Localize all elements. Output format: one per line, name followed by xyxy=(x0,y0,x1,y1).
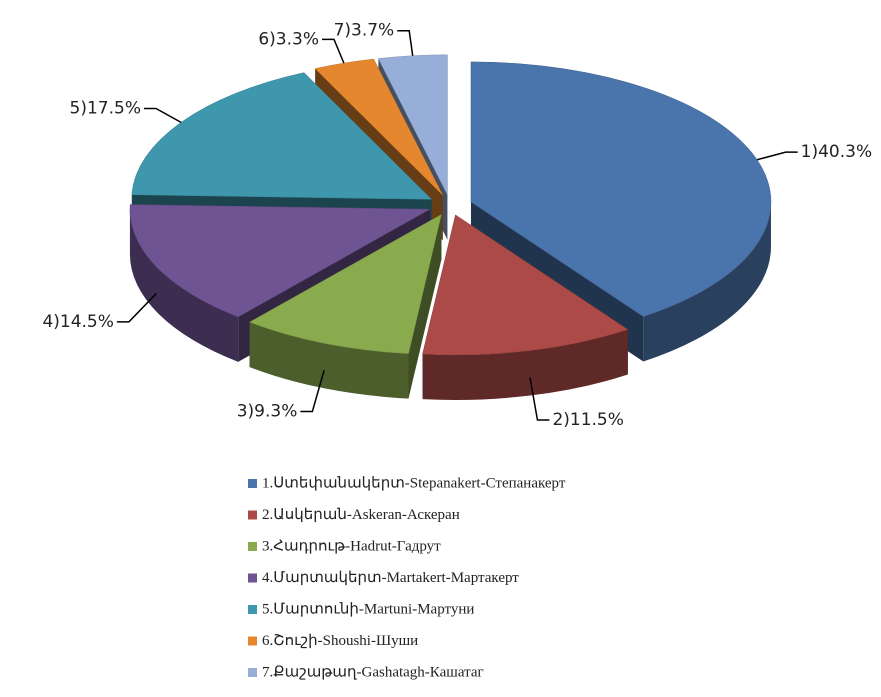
data-label: 7)3.7% xyxy=(334,21,395,41)
legend-swatch xyxy=(248,668,257,677)
leader-line xyxy=(116,293,157,323)
slice-top xyxy=(249,213,442,354)
slice xyxy=(249,213,442,399)
legend-label: 6.Շուշի-Shoushi-Шуши xyxy=(262,633,418,649)
slice-top xyxy=(314,58,443,196)
slice-top xyxy=(131,72,433,200)
slice-top xyxy=(470,61,772,317)
legend-label: 3.Հադրութ-Hadrut-Гадрут xyxy=(262,538,441,554)
legend-swatch xyxy=(248,542,257,551)
slice-wall xyxy=(129,209,239,362)
legend-label: 5.Մարտունի-Martuni-Мартуни xyxy=(262,601,474,617)
data-label: 5)17.5% xyxy=(70,99,141,119)
data-label: 1)40.3% xyxy=(801,142,872,162)
slice-wall xyxy=(643,201,771,362)
data-label: 6)3.3% xyxy=(258,29,319,49)
legend-label: 4.Մարտակերտ-Martakert-Мартакерт xyxy=(262,570,519,586)
leader-line xyxy=(300,370,325,413)
slice-top xyxy=(378,54,448,195)
legend-swatch xyxy=(248,479,257,488)
legend-label: 2.Ասկերան-Askeran-Аскеран xyxy=(262,507,460,523)
legend-swatch xyxy=(248,636,257,646)
leader-line xyxy=(756,151,798,161)
leader-line xyxy=(322,38,345,64)
legend-label: 1.Ստեփանակերտ-Stepanakert-Степанакерт xyxy=(262,475,566,491)
legend-label: 7.Քաշաթաղ-Gashatagh-Кашатаг xyxy=(262,664,484,680)
data-label: 2)11.5% xyxy=(552,410,623,430)
data-label: 3)9.3% xyxy=(237,401,298,421)
slice-wall xyxy=(249,322,409,399)
legend-swatch xyxy=(248,573,257,583)
slice xyxy=(422,214,629,400)
slice-top xyxy=(129,204,431,318)
leader-line xyxy=(397,29,414,56)
data-label: 4)14.5% xyxy=(42,312,113,332)
leader-line xyxy=(143,107,182,124)
legend-swatch xyxy=(248,605,257,614)
leader-line xyxy=(529,377,550,421)
slice-wall xyxy=(422,329,628,400)
slice-top xyxy=(422,214,629,356)
legend-swatch xyxy=(248,510,257,520)
